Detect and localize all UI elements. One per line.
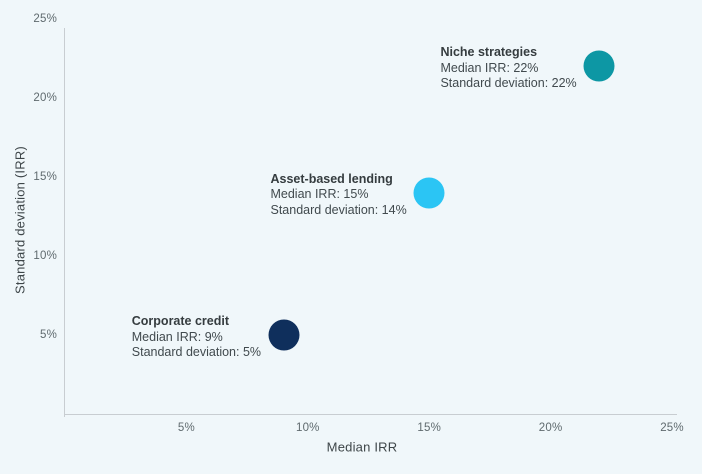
y-tick-label: 10% — [33, 250, 57, 262]
data-point-niche-strategies — [583, 50, 615, 82]
data-point-corporate-credit — [268, 319, 300, 351]
y-tick-label: 20% — [33, 92, 57, 104]
x-tick-label: 25% — [660, 422, 684, 434]
annotation-value: Standard deviation: 22% — [440, 76, 577, 91]
annotation-value: Median IRR: 9% — [131, 329, 223, 344]
annotation-value: Median IRR: 15% — [270, 187, 369, 202]
y-tick-label: 25% — [33, 13, 57, 25]
x-axis-title: Median IRR — [326, 439, 398, 455]
annotation-value: Median IRR: 22% — [440, 60, 539, 75]
annotation-corporate-credit: Corporate credit Median IRR: 9% Standard d… — [132, 314, 261, 361]
annotation-title: Niche strategies — [440, 45, 538, 60]
annotation-niche-strategies: Niche strategies Median IRR: 22% Standard … — [440, 45, 576, 92]
data-point-asset-based-lending — [413, 177, 445, 209]
x-tick-label: 20% — [538, 422, 563, 434]
annotation-title: Corporate credit — [131, 314, 230, 328]
y-axis-line — [64, 28, 65, 417]
annotation-asset-based-lending: Asset-based lending Median IRR: 15% Standa… — [270, 172, 406, 219]
x-tick-label: 10% — [295, 422, 320, 434]
annotation-value: Standard deviation: 14% — [270, 202, 407, 217]
annotation-title: Asset-based lending — [270, 171, 393, 186]
x-tick-label: 15% — [417, 422, 441, 434]
y-tick-label: 5% — [39, 329, 57, 341]
x-axis-line — [64, 414, 677, 415]
x-tick-label: 5% — [177, 422, 195, 434]
y-axis-title: Standard deviation (IRR) — [12, 146, 28, 294]
y-tick-label: 15% — [33, 171, 57, 183]
annotation-value: Standard deviation: 5% — [131, 345, 262, 359]
